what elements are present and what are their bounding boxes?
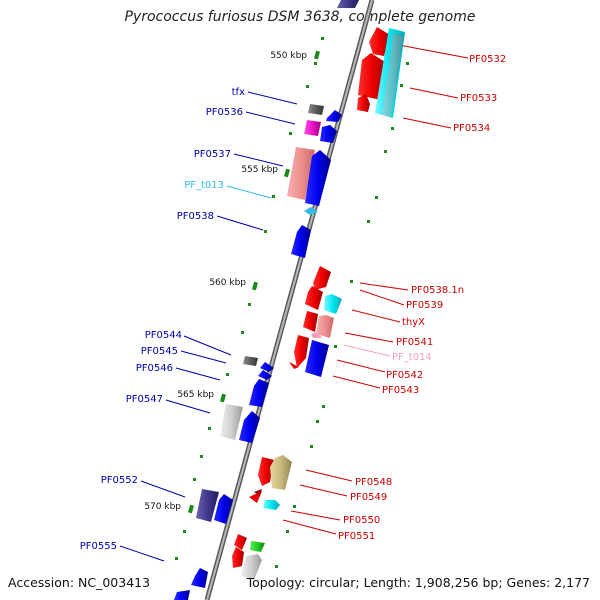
gene-label-PF0538.1n[interactable]: PF0538.1n — [411, 285, 464, 296]
gene-label-PF0549[interactable]: PF0549 — [350, 492, 387, 503]
gene-PF0544[interactable]: PF0544 — [145, 330, 258, 366]
genome-title: Pyrococcus furiosus DSM 3638, complete g… — [124, 9, 476, 25]
scale-label-555: 555 kbp — [241, 165, 278, 175]
scale-label-550: 550 kbp — [270, 51, 307, 61]
scale-mark-565: 565 kbp — [177, 390, 227, 403]
gene-label-PF0541[interactable]: PF0541 — [396, 337, 433, 348]
gene-label-PF0544[interactable]: PF0544 — [145, 330, 182, 341]
gene-label-PF0546[interactable]: PF0546 — [136, 363, 173, 374]
gene-label-PF0543[interactable]: PF0543 — [382, 385, 419, 396]
scale-mark-550: 550 kbp — [270, 50, 321, 61]
gene-label-PF0538[interactable]: PF0538 — [177, 211, 214, 222]
gene-PF0538.1n[interactable]: PF0538.1n — [313, 266, 464, 296]
gene-label-PF0551[interactable]: PF0551 — [338, 531, 375, 542]
scale-label-560: 560 kbp — [209, 278, 246, 288]
gene-label-PF0545[interactable]: PF0545 — [141, 346, 178, 357]
gene-label-thyX[interactable]: thyX — [402, 317, 425, 328]
gene-PF0549[interactable]: PF0549 — [249, 484, 387, 503]
gene-PF0555[interactable]: PF0555 — [80, 541, 208, 600]
gene-label-PF0548[interactable]: PF0548 — [355, 477, 392, 488]
gene-PF0552[interactable]: PF0552 — [101, 475, 233, 524]
accession-label: Accession: NC_003413 — [8, 575, 151, 590]
gene-label-PF0555[interactable]: PF0555 — [80, 541, 117, 552]
gene-label-PF0533[interactable]: PF0533 — [460, 93, 497, 104]
gene-label-tfx[interactable]: tfx — [232, 87, 245, 98]
gene-PF0541[interactable]: PF0541 — [289, 332, 433, 369]
gene-PF0533[interactable]: PF0533 — [358, 28, 497, 118]
gene-PF0545[interactable]: PF0545 — [141, 346, 274, 380]
genome-backbone — [204, 0, 375, 600]
gene-PF0538[interactable]: PF0538 — [177, 211, 311, 258]
gene-label-PF0537[interactable]: PF0537 — [194, 149, 231, 160]
gene-label-PF0547[interactable]: PF0547 — [126, 394, 163, 405]
gene-label-PF0532[interactable]: PF0532 — [469, 54, 506, 65]
scale-mark-570: 570 kbp — [144, 502, 195, 514]
gene-PF0532[interactable]: PF0532 — [337, 0, 506, 65]
tick-track-outer — [175, 37, 324, 560]
gene-label-PF0534[interactable]: PF0534 — [453, 123, 490, 134]
gene-PF0536[interactable]: PF0536 — [206, 107, 337, 143]
tick-track-inner — [275, 62, 409, 568]
scale-mark-560: 560 kbp — [209, 278, 259, 291]
gene-PF0546[interactable]: PF0546 — [136, 363, 269, 407]
gene-label-PF0539[interactable]: PF0539 — [406, 300, 443, 311]
scale-label-570: 570 kbp — [144, 502, 181, 512]
gene-thyX[interactable]: thyX — [303, 309, 425, 338]
gene-label-PF0550[interactable]: PF0550 — [343, 515, 380, 526]
gene-PF0537[interactable]: PF0537 — [194, 147, 331, 206]
gene-tfx[interactable]: tfx — [232, 87, 342, 122]
scale-mark-555: 555 kbp — [241, 165, 291, 178]
gene-PF_t013[interactable]: PF_t013 — [184, 180, 318, 215]
gene-PF0539[interactable]: PF0539 — [305, 286, 443, 314]
gene-PF0547[interactable]: PF0547 — [126, 394, 260, 443]
gene-label-PF_t014[interactable]: PF_t014 — [392, 352, 432, 363]
gene-PF0543[interactable]: PF0543 — [332, 375, 419, 396]
gene-PF_t014[interactable]: PF_t014 — [311, 332, 432, 363]
gene-PF0548[interactable]: PF0548 — [258, 455, 392, 490]
gene-label-PF0552[interactable]: PF0552 — [101, 475, 138, 486]
scale-label-565: 565 kbp — [177, 390, 214, 400]
gene-PF0550[interactable]: PF0550 — [263, 500, 380, 526]
gene-PF0551[interactable]: PF0551 — [232, 519, 375, 580]
gene-PF0542[interactable]: PF0542 — [305, 340, 423, 381]
gene-label-PF0536[interactable]: PF0536 — [206, 107, 243, 118]
genome-summary-label: Topology: circular; Length: 1,908,256 bp… — [246, 575, 590, 590]
gene-PF0534[interactable]: PF0534 — [357, 94, 490, 134]
gene-label-PF_t013[interactable]: PF_t013 — [184, 180, 224, 191]
gene-label-PF0542[interactable]: PF0542 — [386, 370, 423, 381]
